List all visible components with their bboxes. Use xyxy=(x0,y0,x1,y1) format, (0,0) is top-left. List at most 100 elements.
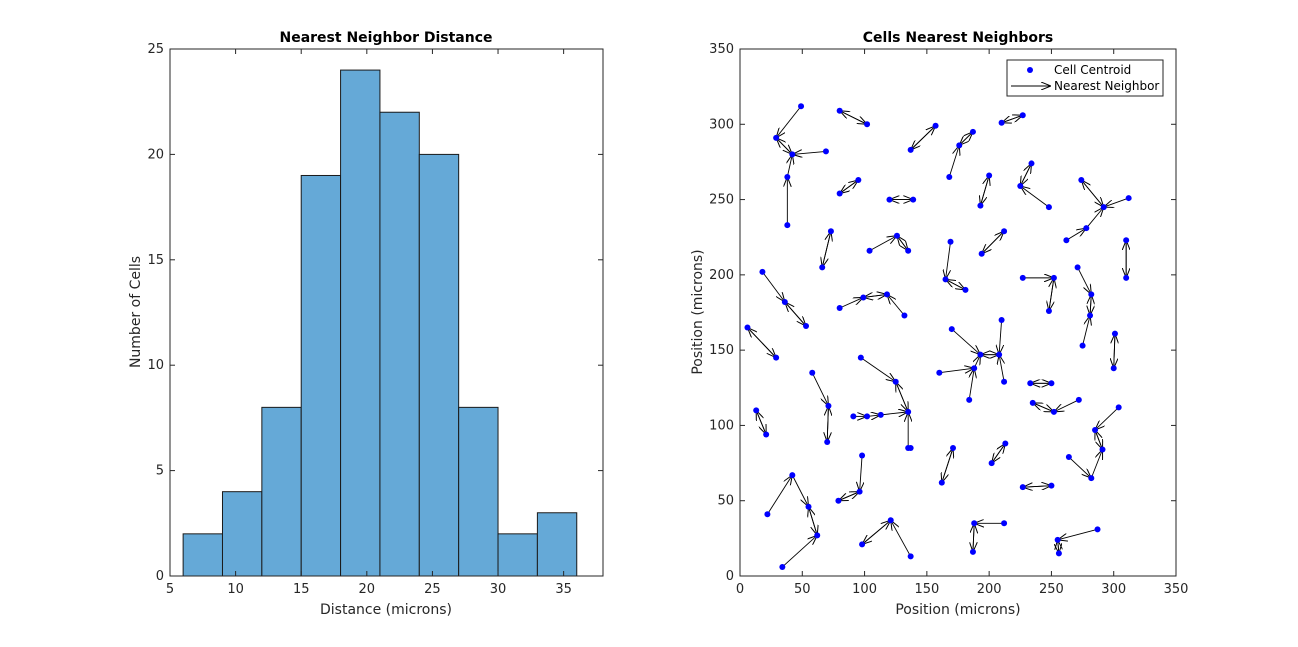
scatter-ticks: 0 50 100 150 200 250 300 350 0 50 100 150 200 250 300 3… xyxy=(709,42,1188,597)
histogram-axes-box xyxy=(169,48,604,577)
nearest-neighbor-arrow xyxy=(973,523,974,552)
legend-label-centroid: Cell Centroid xyxy=(1054,63,1131,77)
legend-box xyxy=(1006,59,1164,97)
x-tick-label: 50 xyxy=(794,582,811,597)
cell-centroid-point xyxy=(962,286,969,293)
cell-centroid-point xyxy=(1001,378,1008,385)
cell-centroid-point xyxy=(1029,399,1036,406)
x-tick-label: 15 xyxy=(293,582,310,597)
nearest-neighbor-arrow xyxy=(1082,316,1090,346)
nearest-neighbor-arrow xyxy=(896,382,909,413)
cell-centroid-point xyxy=(971,365,978,372)
cell-centroid-point xyxy=(764,511,771,518)
cell-centroid-point xyxy=(798,103,805,110)
cell-centroid-point xyxy=(1001,228,1008,235)
y-tick-label: 300 xyxy=(709,117,734,132)
x-tick-label: 30 xyxy=(490,582,507,597)
cell-centroid-point xyxy=(759,268,766,275)
x-tick-label: 250 xyxy=(1039,582,1064,597)
nearest-neighbor-arrow xyxy=(762,271,784,302)
nearest-neighbor-arrow xyxy=(1020,163,1032,186)
y-tick-label: 15 xyxy=(147,253,164,268)
nearest-neighbor-arrow xyxy=(787,154,792,178)
nearest-neighbor-arrow xyxy=(747,328,777,358)
cell-centroid-point xyxy=(814,532,821,539)
cell-centroid-point xyxy=(819,264,826,271)
nearest-neighbor-arrow xyxy=(1095,430,1103,450)
nearest-neighbor-arrow xyxy=(756,410,767,435)
cell-centroid-point xyxy=(864,121,871,128)
cell-centroid-point xyxy=(948,326,955,333)
cell-centroid-point xyxy=(893,232,900,239)
y-tick-label: 5 xyxy=(156,464,164,479)
cell-centroid-point xyxy=(969,548,976,555)
histogram-y-label: Number of Cells xyxy=(128,256,144,368)
cell-centroid-point xyxy=(1063,237,1070,244)
x-tick-label: 25 xyxy=(424,582,441,597)
cell-centroid-point xyxy=(856,488,863,495)
nearest-neighbor-arrow xyxy=(939,368,974,373)
nearest-neighbor-arrow xyxy=(1058,528,1098,540)
x-tick-label: 100 xyxy=(852,582,877,597)
nearest-neighbor-arrow xyxy=(785,302,807,327)
nearest-neighbor-arrow xyxy=(999,355,1004,382)
nearest-neighbor-arrow xyxy=(1090,450,1102,479)
y-tick-label: 250 xyxy=(709,193,734,208)
cell-centroid-point xyxy=(1099,446,1106,453)
cell-centroid-point xyxy=(859,452,866,459)
histogram-bar xyxy=(497,533,538,577)
cell-centroid-point xyxy=(905,408,912,415)
cell-centroid-point xyxy=(947,238,954,245)
cell-centroid-point xyxy=(938,479,945,486)
nearest-neighbor-arrow xyxy=(767,475,792,515)
histogram-x-label: Distance (microns) xyxy=(320,602,452,618)
cell-centroid-point xyxy=(836,190,843,197)
y-tick-label: 0 xyxy=(156,569,164,584)
cell-centroid-point xyxy=(1110,365,1117,372)
cell-centroid-point xyxy=(1092,426,1099,433)
scatter-legend: Cell Centroid Nearest Neighbor xyxy=(1006,59,1164,97)
x-tick-label: 200 xyxy=(977,582,1002,597)
nearest-neighbor-arrow xyxy=(1077,267,1092,294)
cell-centroid-point xyxy=(864,413,871,420)
cell-centroid-point xyxy=(1027,380,1034,387)
cell-centroid-point xyxy=(1050,408,1057,415)
cell-centroid-point xyxy=(1048,482,1055,489)
nearest-neighbor-arrow xyxy=(951,328,981,355)
scatter-panel: Cells Nearest Neighbors 0 50 100 150 200 250 3… xyxy=(690,30,1188,618)
nearest-neighbor-arrow xyxy=(999,319,1001,355)
y-tick-label: 150 xyxy=(709,343,734,358)
cell-centroid-point xyxy=(886,196,893,203)
y-tick-label: 25 xyxy=(147,42,164,57)
cell-centroid-point xyxy=(805,503,812,510)
nearest-neighbor-arrow xyxy=(982,230,1005,254)
nearest-neighbor-arrow xyxy=(1023,486,1052,488)
y-tick-label: 50 xyxy=(717,494,734,509)
histogram-bar xyxy=(182,533,223,577)
cell-centroid-point xyxy=(1028,160,1035,167)
cell-centroid-point xyxy=(1019,484,1026,491)
nearest-neighbor-arrow xyxy=(946,279,966,291)
cell-centroid-point xyxy=(998,317,1005,324)
cell-centroid-point xyxy=(1087,312,1094,319)
cell-centroid-point xyxy=(784,173,791,180)
cell-centroid-point xyxy=(1017,183,1024,190)
cell-centroid-point xyxy=(1078,176,1085,183)
cell-centroid-point xyxy=(1002,440,1009,447)
nearest-neighbor-arrow xyxy=(840,179,859,194)
cell-centroid-point xyxy=(971,520,978,527)
x-tick-label: 10 xyxy=(227,582,244,597)
cell-centroid-point xyxy=(907,146,914,153)
cell-centroid-point xyxy=(836,304,843,311)
cell-centroid-point xyxy=(1088,291,1095,298)
scatter-axes-box xyxy=(739,48,1177,577)
cell-centroid-point xyxy=(763,431,770,438)
nearest-neighbor-arrow xyxy=(811,372,828,406)
histogram-bar xyxy=(458,406,499,577)
cell-centroid-point xyxy=(860,294,867,301)
cell-centroid-point xyxy=(996,351,1003,358)
nearest-neighbor-arrow xyxy=(897,236,909,252)
cell-centroid-point xyxy=(859,541,866,548)
cell-centroid-point xyxy=(1111,330,1118,337)
